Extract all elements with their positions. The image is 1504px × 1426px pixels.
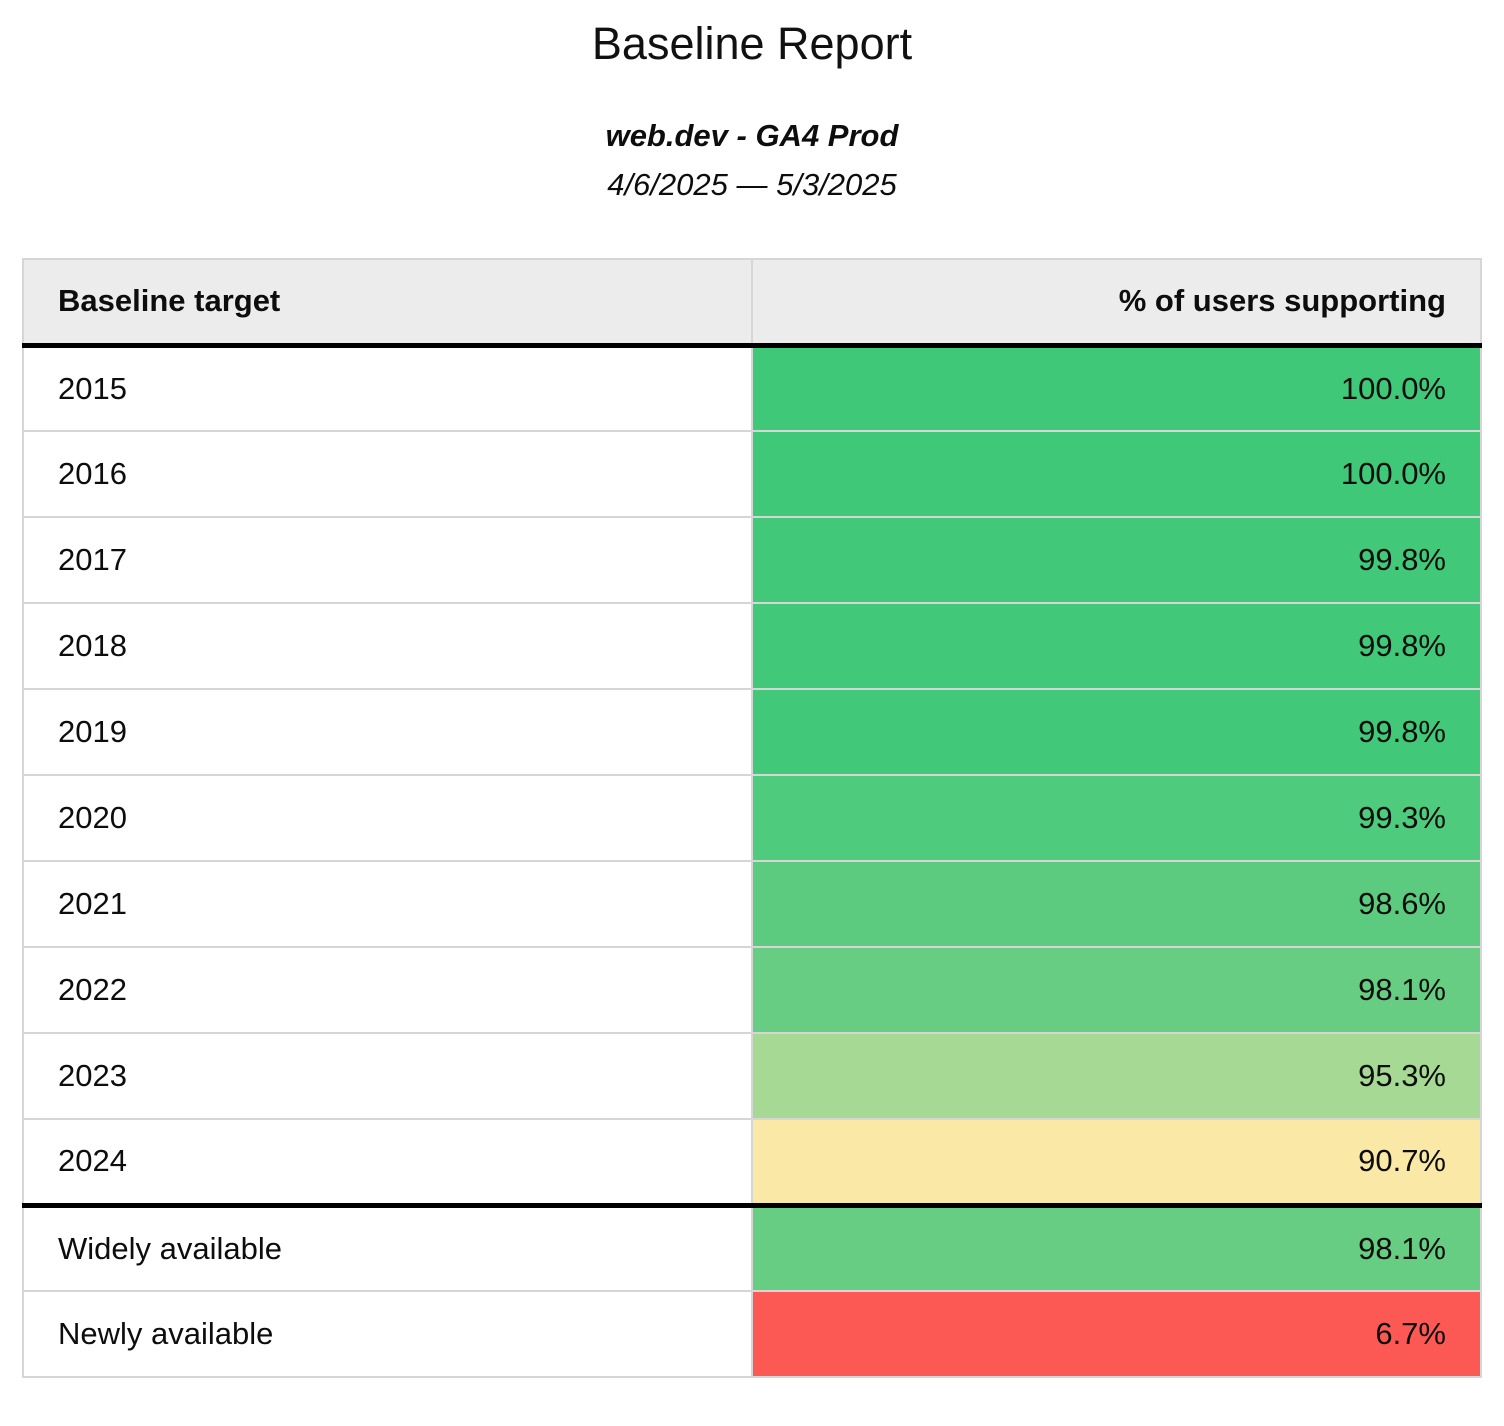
table-row: Widely available 98.1%	[22, 1202, 1482, 1292]
row-value-cell: 95.3%	[751, 1032, 1482, 1120]
row-label-cell: Widely available	[22, 1202, 753, 1292]
row-value-cell: 98.6%	[751, 860, 1482, 948]
row-value-cell: 100.0%	[751, 344, 1482, 432]
row-value-cell: 99.8%	[751, 516, 1482, 604]
row-value-cell: 98.1%	[751, 1202, 1482, 1292]
row-value-cell: 90.7%	[751, 1118, 1482, 1206]
table-row: 2023 95.3%	[22, 1032, 1482, 1120]
row-value-cell: 6.7%	[751, 1290, 1482, 1378]
table-row: 2017 99.8%	[22, 516, 1482, 604]
row-label-cell: 2016	[22, 430, 753, 518]
table-header: Baseline target % of users supporting	[22, 258, 1482, 348]
row-label-cell: 2019	[22, 688, 753, 776]
row-label-cell: Newly available	[22, 1290, 753, 1378]
row-value-cell: 99.3%	[751, 774, 1482, 862]
header-row: Baseline target % of users supporting	[22, 258, 1482, 348]
report-date-range: 4/6/2025 — 5/3/2025	[607, 167, 897, 202]
table-row: 2024 90.7%	[22, 1118, 1482, 1206]
row-value-cell: 99.8%	[751, 688, 1482, 776]
report-subtitle: web.dev - GA4 Prod	[605, 118, 899, 153]
row-value-cell: 100.0%	[751, 430, 1482, 518]
column-header-baseline-target: Baseline target	[22, 258, 753, 348]
row-label-cell: 2021	[22, 860, 753, 948]
row-label-cell: 2022	[22, 946, 753, 1034]
row-label-cell: 2017	[22, 516, 753, 604]
table-row: 2016 100.0%	[22, 430, 1482, 518]
table-row: Newly available 6.7%	[22, 1290, 1482, 1378]
table-row: 2022 98.1%	[22, 946, 1482, 1034]
table-row: 2015 100.0%	[22, 344, 1482, 432]
baseline-table: Baseline target % of users supporting 20…	[22, 258, 1482, 1378]
row-label-cell: 2015	[22, 344, 753, 432]
availability-rows-group: Widely available 98.1% Newly available 6…	[22, 1202, 1482, 1378]
column-header-users-supporting: % of users supporting	[751, 258, 1482, 348]
table-row: 2019 99.8%	[22, 688, 1482, 776]
row-label-cell: 2018	[22, 602, 753, 690]
table-row: 2020 99.3%	[22, 774, 1482, 862]
row-label-cell: 2024	[22, 1118, 753, 1206]
row-value-cell: 98.1%	[751, 946, 1482, 1034]
table-row: 2021 98.6%	[22, 860, 1482, 948]
row-value-cell: 99.8%	[751, 602, 1482, 690]
year-rows-group: 2015 100.0% 2016 100.0% 2017 99.8% 2018 …	[22, 344, 1482, 1206]
row-label-cell: 2023	[22, 1032, 753, 1120]
table-row: 2018 99.8%	[22, 602, 1482, 690]
row-label-cell: 2020	[22, 774, 753, 862]
page-title: Baseline Report	[591, 18, 913, 69]
